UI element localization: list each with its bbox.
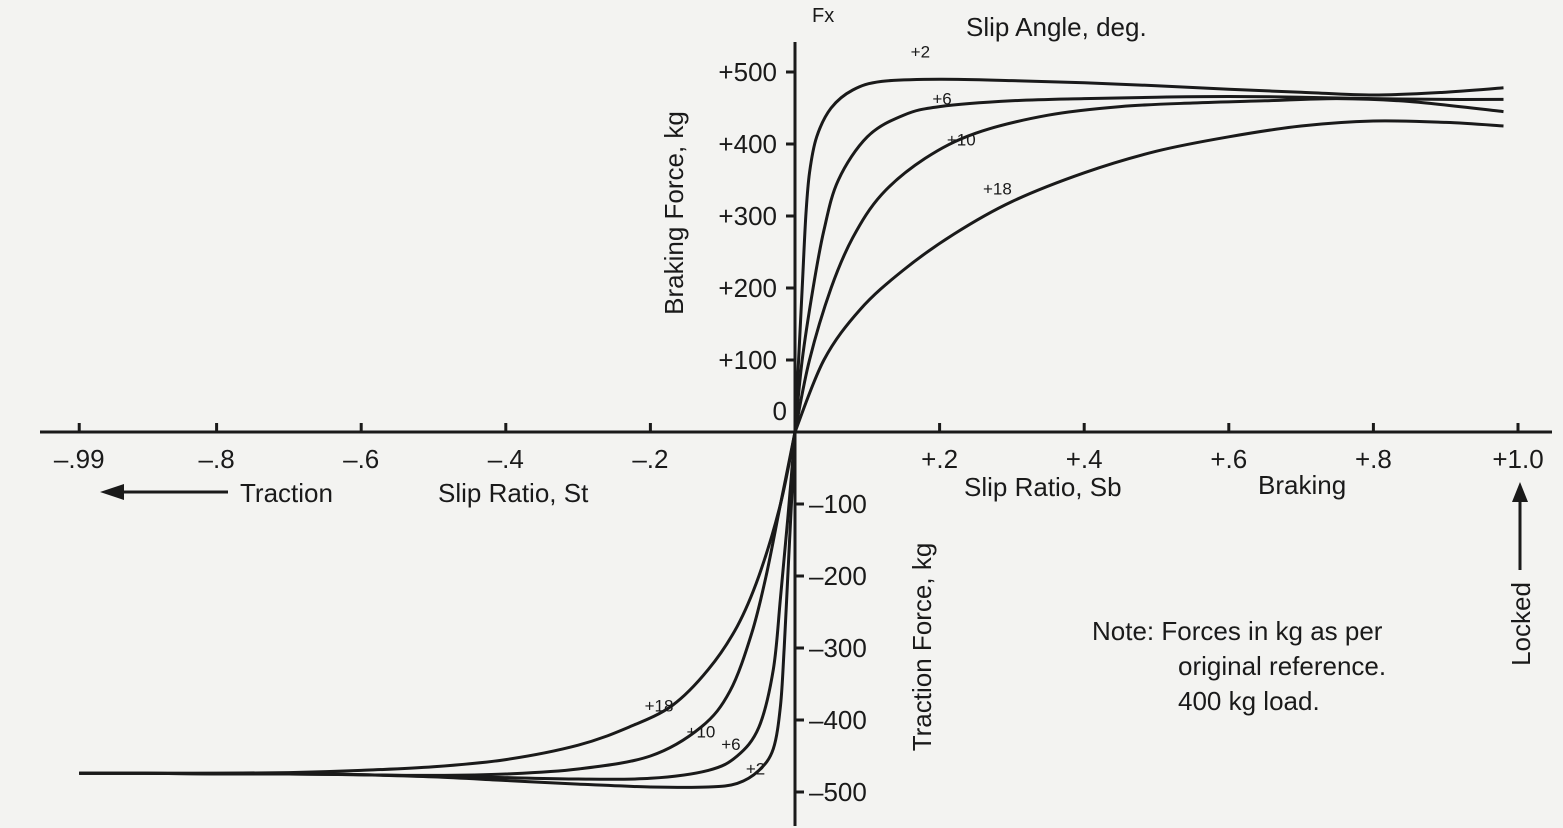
x-tick-label: +.2 (921, 444, 958, 474)
y-tick-label: +300 (718, 201, 777, 231)
note: Note: Forces in kg as per original refer… (1092, 614, 1386, 719)
curve-label: +18 (645, 696, 674, 715)
curve-label: +6 (932, 89, 951, 108)
note-line-2: original reference. (1178, 651, 1387, 681)
curve-label: +10 (947, 130, 976, 149)
y-tick-label: –200 (809, 561, 867, 591)
curve-label: +6 (721, 735, 740, 754)
braking-force-label: Braking Force, kg (659, 111, 689, 315)
y-tick-label: +500 (718, 57, 777, 87)
y-tick-label: +400 (718, 129, 777, 159)
x-tick-label: +.4 (1066, 444, 1103, 474)
locked-label: Locked (1506, 582, 1536, 666)
y-tick-label: +200 (718, 273, 777, 303)
traction-label: Traction (240, 478, 333, 508)
x-tick-label: –.4 (488, 444, 524, 474)
note-line-3: 400 kg load. (1178, 686, 1320, 716)
slip-ratio-sb-label: Slip Ratio, Sb (964, 472, 1122, 502)
locked-arrowhead (1512, 482, 1528, 502)
labels: –.99 –.8 –.6 –.4 –.2 +.2 +.4 +.6 +.8 +1.0 +500 +400… (54, 5, 1544, 807)
fx-axis-label: Fx (812, 5, 834, 27)
y-tick-label: 0 (773, 396, 787, 426)
y-tick-label: –400 (809, 705, 867, 735)
x-tick-label: –.2 (632, 444, 668, 474)
traction-curve-plus-18 (79, 431, 797, 775)
y-tick-label: –300 (809, 633, 867, 663)
legend-title: Slip Angle, deg. (966, 12, 1147, 42)
curve-label: +2 (746, 760, 765, 779)
braking-curve-plus-2 (793, 77, 1504, 433)
y-tick-label: –100 (809, 489, 867, 519)
braking-label: Braking (1258, 470, 1346, 500)
x-tick-label: +.6 (1210, 444, 1247, 474)
note-line-1: Note: Forces in kg as per (1092, 616, 1383, 646)
y-tick-label: –500 (809, 777, 867, 807)
braking-curve-plus-10 (793, 97, 1504, 433)
curve-label: +10 (687, 722, 716, 741)
traction-force-label: Traction Force, kg (907, 543, 937, 752)
x-tick-label: –.6 (343, 444, 379, 474)
x-tick-label: +1.0 (1492, 444, 1543, 474)
y-tick-label: +100 (718, 345, 777, 375)
curve-label: +2 (911, 43, 930, 62)
curves (79, 77, 1504, 789)
curve-label: +18 (983, 179, 1012, 198)
slip-ratio-st-label: Slip Ratio, St (438, 478, 589, 508)
traction-arrowhead (100, 484, 124, 500)
braking-curve-plus-6 (793, 94, 1504, 433)
braking-curve-plus-18 (793, 119, 1504, 433)
x-tick-label: –.8 (199, 444, 235, 474)
x-tick-label: –.99 (54, 444, 105, 474)
x-tick-label: +.8 (1355, 444, 1392, 474)
